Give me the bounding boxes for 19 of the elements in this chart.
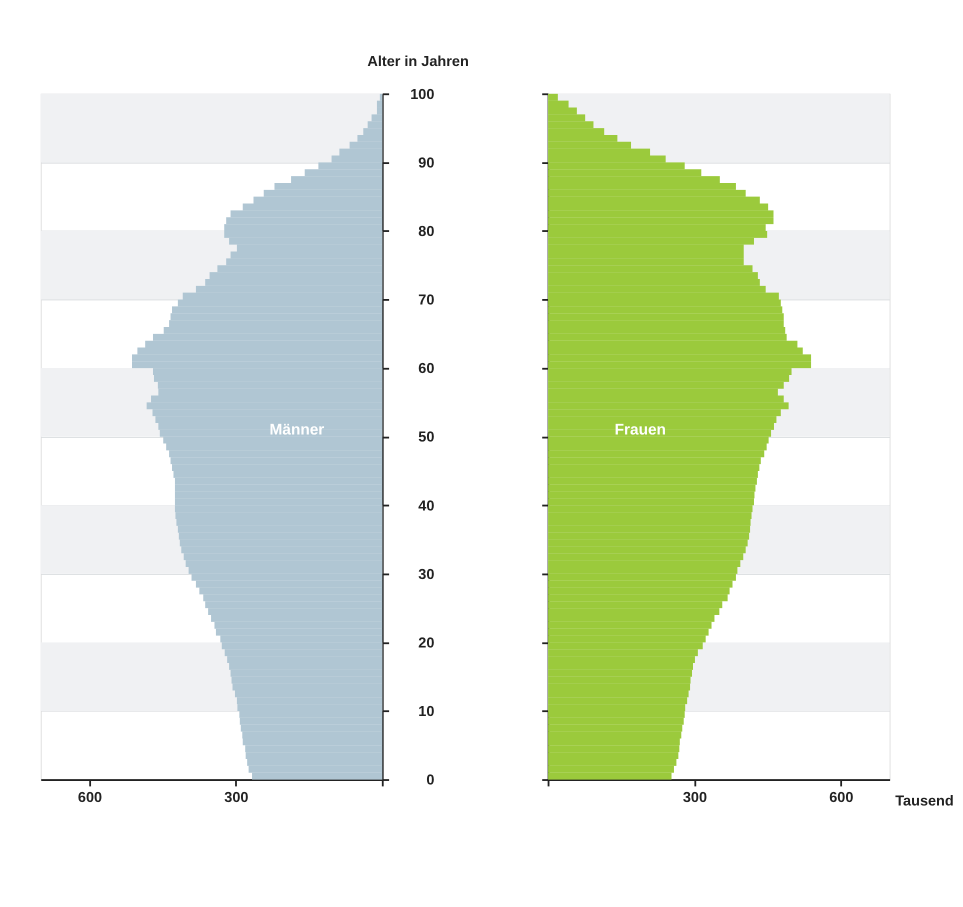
y-tick-label: 60 xyxy=(418,361,434,378)
x-tick-label: 300 xyxy=(682,790,707,806)
y-tick-label: 30 xyxy=(418,566,434,583)
x-axis-title: Tausend xyxy=(895,793,954,810)
series-label: Männer xyxy=(270,421,324,438)
x-tick-label: 600 xyxy=(78,790,102,806)
y-tick-label: 50 xyxy=(418,430,434,446)
series-label: Frauen xyxy=(614,421,666,438)
y-tick-label: 20 xyxy=(418,635,434,652)
x-tick-label: 600 xyxy=(829,790,854,806)
y-tick-label: 70 xyxy=(418,292,434,309)
x-tick-label: 300 xyxy=(224,790,248,806)
y-tick-label: 10 xyxy=(418,704,434,720)
y-tick-label: 90 xyxy=(418,155,434,172)
y-axis-title: Alter in Jahren xyxy=(367,54,469,70)
y-tick-label: 0 xyxy=(426,772,434,789)
y-tick-label: 40 xyxy=(418,498,434,514)
y-tick-label: 80 xyxy=(418,224,434,240)
y-tick-label: 100 xyxy=(410,86,434,103)
